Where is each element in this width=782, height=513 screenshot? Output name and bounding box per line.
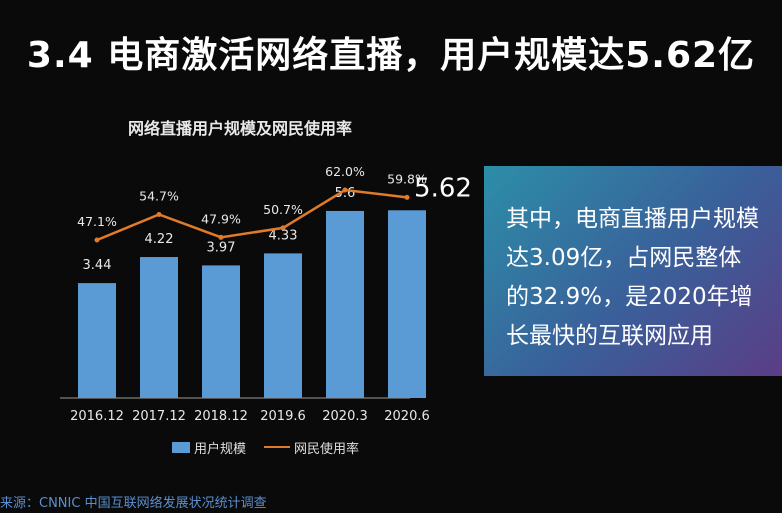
bar — [78, 283, 116, 398]
bar-value-label: 3.44 — [83, 258, 112, 273]
usage-rate-line — [96, 188, 408, 242]
legend-label-rate: 网民使用率 — [294, 441, 360, 457]
line-value-label: 62.0% — [325, 164, 365, 179]
bar-value-label: 5.62 — [414, 173, 472, 203]
line-point — [218, 234, 224, 240]
callout-line-2: 达3.09亿，占网民整体 — [506, 245, 742, 271]
line-value-label: 54.7% — [139, 188, 179, 203]
line-point — [342, 187, 348, 193]
line-point — [280, 225, 286, 231]
bar-value-label: 3.97 — [207, 240, 236, 255]
callout-line-4: 长最快的互联网应用 — [506, 323, 713, 349]
bar — [264, 253, 302, 398]
line-point — [94, 237, 100, 243]
line-value-label: 47.1% — [77, 214, 117, 229]
bar — [326, 210, 364, 398]
line-value-label: 50.7% — [263, 202, 303, 217]
line-value-label: 47.9% — [201, 211, 241, 226]
callout-box: 其中，电商直播用户规模 达3.09亿，占网民整体 的32.9%，是2020年增 … — [484, 166, 782, 376]
callout-line-1: 其中，电商直播用户规模 — [506, 206, 759, 232]
x-tick-label: 2018.12 — [194, 409, 248, 424]
x-tick-label: 2020.3 — [322, 409, 368, 424]
line-point — [404, 194, 410, 200]
x-tick-label: 2019.6 — [260, 409, 306, 424]
callout-line-3: 的32.9%，是2020年增 — [506, 284, 753, 310]
line-point — [156, 211, 162, 217]
x-tick-label: 2016.12 — [70, 409, 124, 424]
legend-line-swatch — [264, 446, 291, 448]
chart-title: 网络直播用户规模及网民使用率 — [127, 119, 352, 138]
x-tick-label: 2020.6 — [384, 409, 430, 424]
legend-label-scale: 用户规模 — [194, 441, 247, 457]
line-value-label: 59.8% — [387, 171, 427, 186]
legend-bar-swatch — [172, 441, 190, 453]
bar-value-label: 4.22 — [145, 232, 174, 247]
x-tick-label: 2017.12 — [132, 409, 186, 424]
bar — [388, 210, 426, 398]
bar — [140, 257, 178, 398]
bar — [202, 265, 240, 398]
source-note: 来源：CNNIC 中国互联网络发展状况统计调查 — [0, 496, 267, 511]
slide-title: 3.4 电商激活网络直播，用户规模达5.62亿 — [26, 35, 756, 76]
chart-legend: 用户规模 网民使用率 — [172, 437, 359, 457]
bar-value-label: 4.33 — [269, 228, 298, 243]
